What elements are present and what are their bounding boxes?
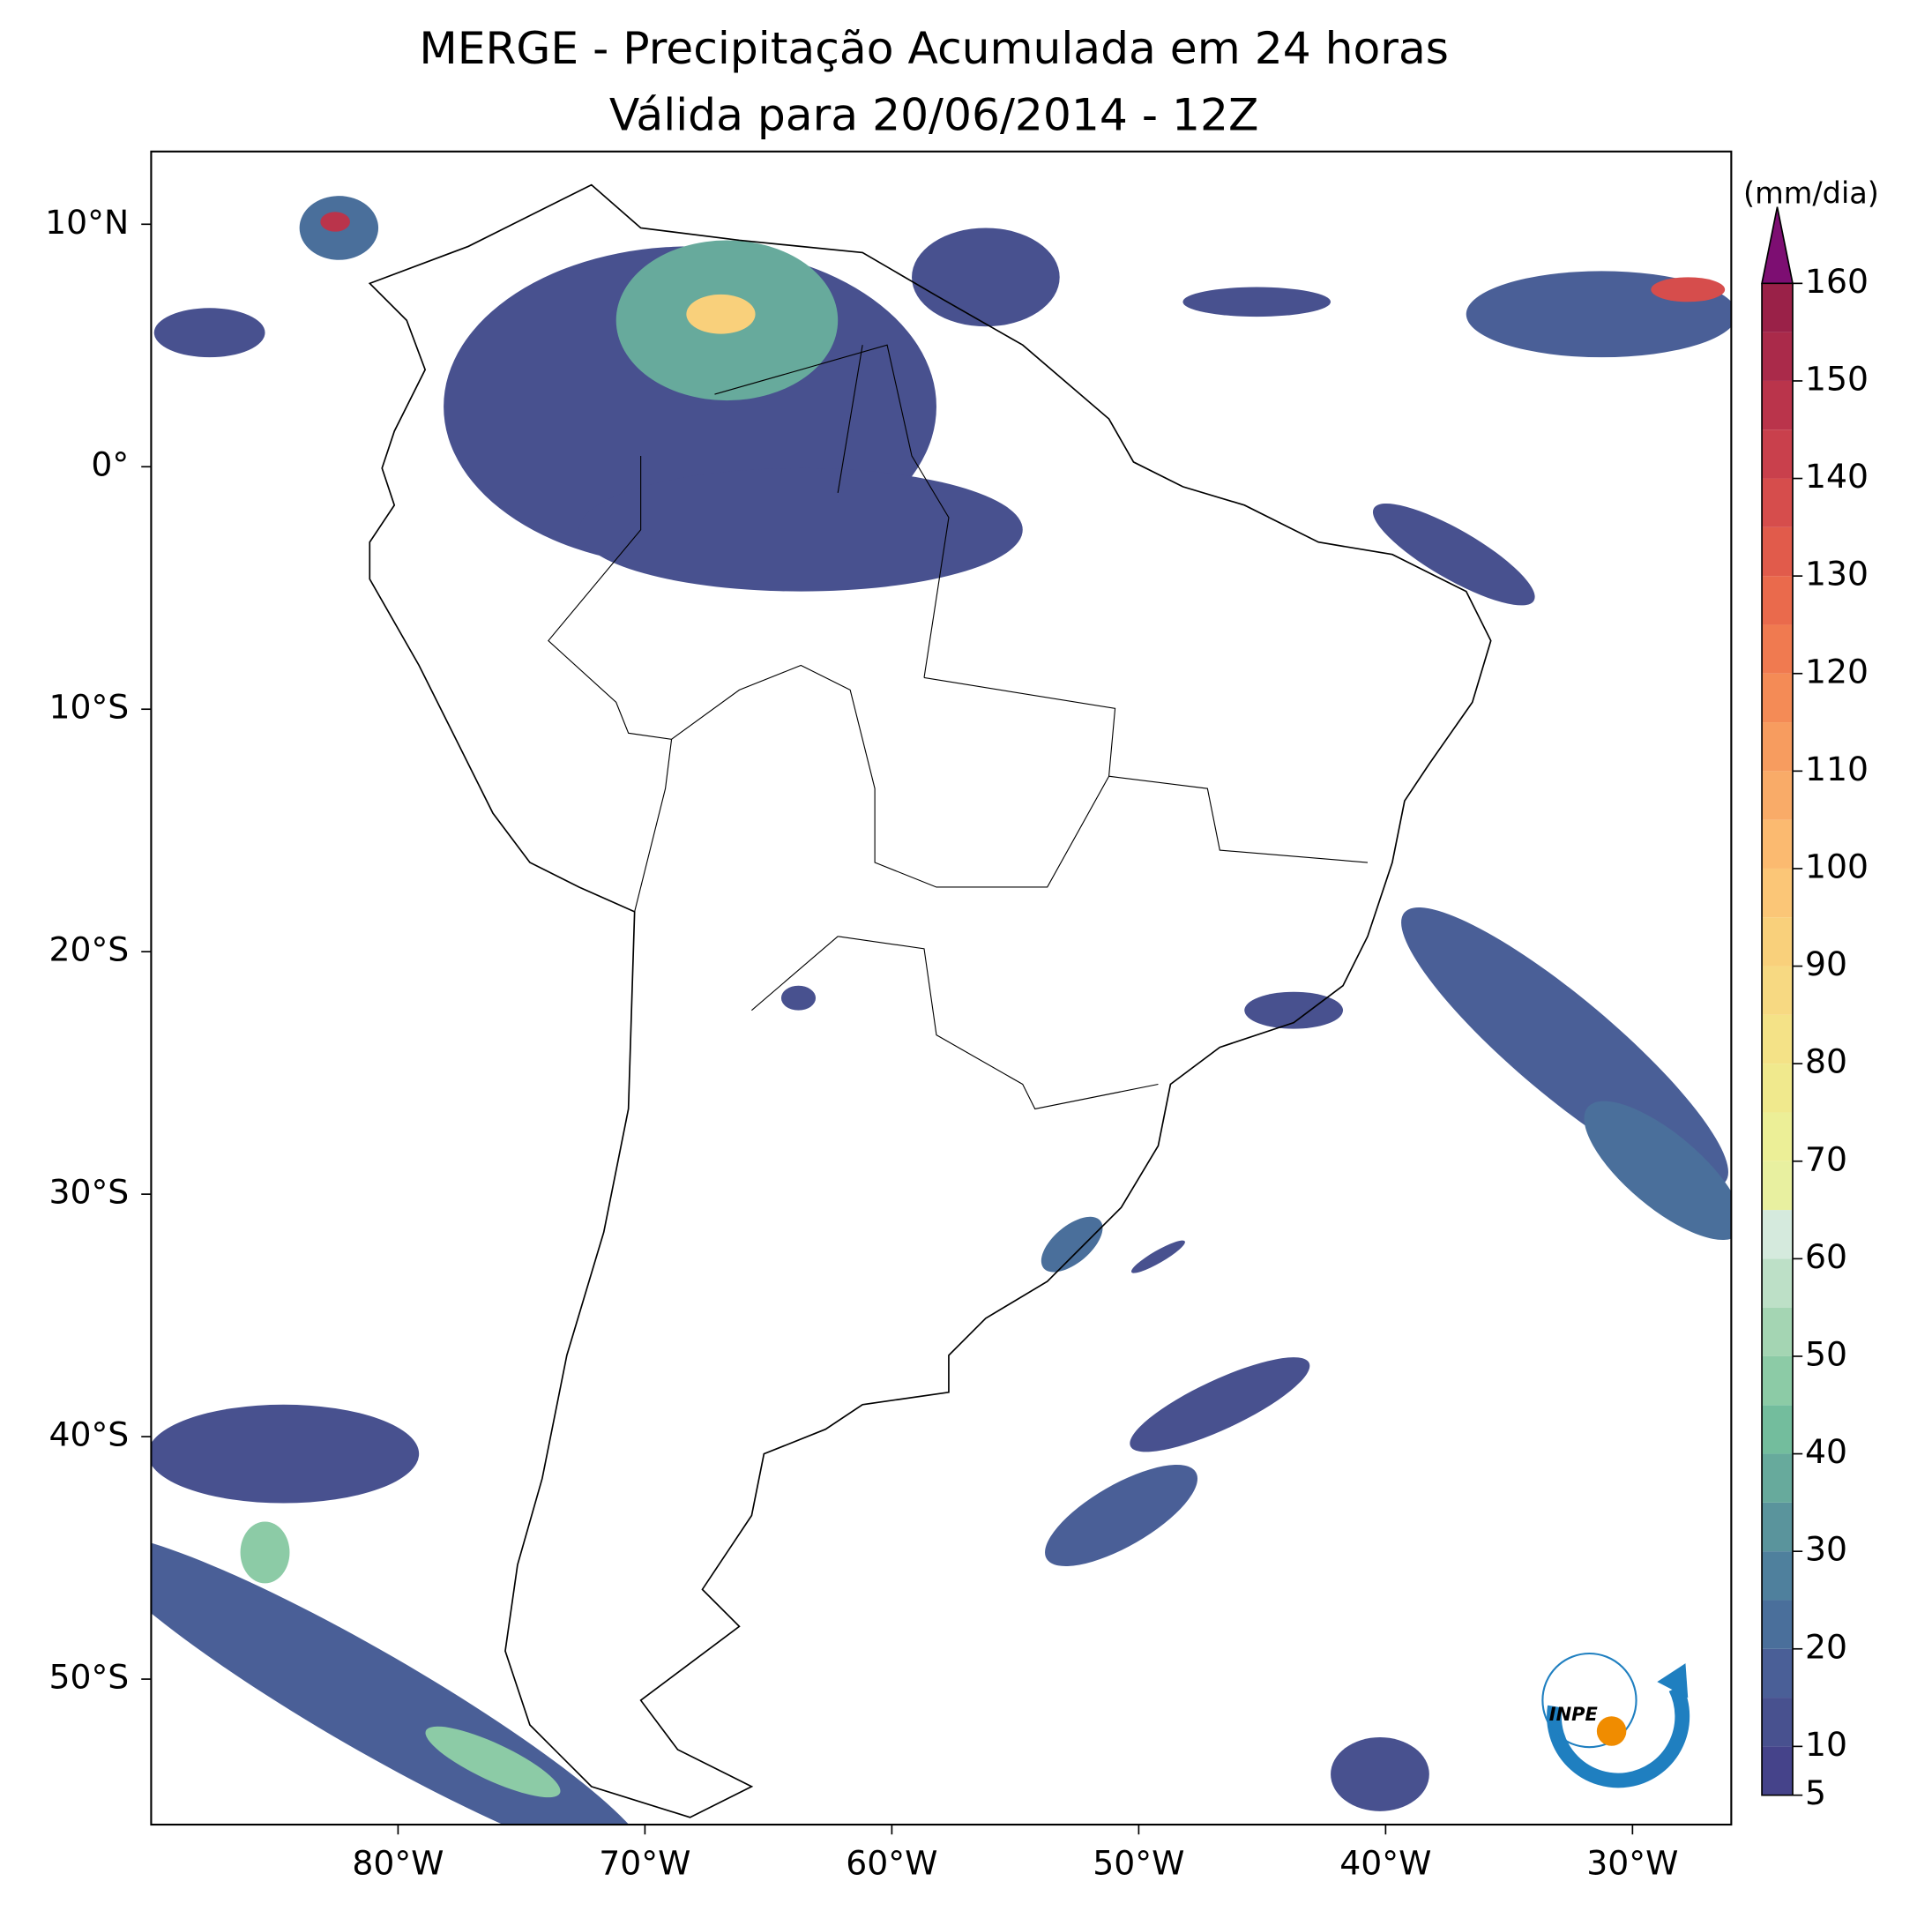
precip-area: [1045, 1465, 1198, 1567]
colorbar-band: [1762, 1502, 1793, 1552]
colorbar-band: [1762, 1355, 1793, 1406]
precip-area: [1182, 287, 1332, 317]
borders: [548, 344, 1369, 1110]
colorbar-band: [1762, 1258, 1793, 1308]
y-tick-label: 10°S: [48, 688, 129, 727]
colorbar-band: [1762, 819, 1793, 869]
precip-area: [1651, 277, 1726, 302]
logo-arrow: [1657, 1663, 1689, 1698]
colorbar-band: [1762, 1600, 1793, 1649]
logo-text: INPE: [1549, 1704, 1599, 1725]
x-tick-label: 80°W: [352, 1844, 444, 1883]
colorbar-tick-label: 90: [1805, 944, 1847, 983]
colorbar-band: [1762, 1746, 1793, 1795]
colorbar-band: [1762, 1453, 1793, 1503]
precip-area: [1041, 1216, 1103, 1273]
colorbar-band: [1762, 526, 1793, 577]
precip-area: [1244, 991, 1344, 1029]
x-tick-label: 60°W: [846, 1844, 937, 1883]
colorbar-label: (mm/dia): [1743, 175, 1879, 210]
precip-field: [151, 196, 1732, 1825]
colorbar-band: [1762, 1698, 1793, 1747]
colorbar-band: [1762, 771, 1793, 820]
colorbar-tick-label: 20: [1805, 1627, 1847, 1666]
precip-area: [320, 212, 350, 232]
precip-area: [578, 467, 1023, 592]
colorbar-band: [1762, 1210, 1793, 1259]
precip-area: [151, 1404, 420, 1504]
colorbar-tick-label: 10: [1805, 1725, 1847, 1764]
precip-area: [912, 228, 1060, 327]
colorbar-tick-label: 30: [1805, 1530, 1847, 1569]
colorbar-tick-label: 50: [1805, 1334, 1847, 1373]
y-tick-label: 50°S: [48, 1658, 129, 1697]
coastline: [368, 183, 1492, 1818]
precip-area: [425, 1726, 561, 1798]
colorbar-tick-label: 70: [1805, 1139, 1847, 1178]
colorbar-tick-label: 140: [1805, 457, 1869, 496]
colorbar-outline: [1761, 283, 1794, 1796]
colorbar-tick-label: 80: [1805, 1042, 1847, 1081]
colorbar-band: [1762, 868, 1793, 918]
colorbar-tick-label: 60: [1805, 1237, 1847, 1276]
colorbar-band: [1762, 1161, 1793, 1211]
x-tick-label: 40°W: [1339, 1844, 1431, 1883]
colorbar-band: [1762, 576, 1793, 625]
logo-swoosh: [1547, 1684, 1690, 1788]
precip-area: [1131, 1240, 1185, 1273]
precip-area: [780, 985, 817, 1011]
colorbar: 5 10 20 30 40 50 60 70 80 90 100 110 120 130 140 150 160: [1761, 206, 1869, 1812]
map-frame: [150, 150, 1733, 1826]
y-tick-label: 40°S: [48, 1415, 129, 1454]
x-tick-label: 70°W: [599, 1844, 690, 1883]
logo-ring: [1541, 1652, 1637, 1749]
precip-area: [240, 1521, 290, 1584]
x-tick-label: 30°W: [1586, 1844, 1678, 1883]
precip-area: [1372, 504, 1535, 606]
precip-area: [686, 294, 756, 334]
map-subtitle: Válida para 20/06/2014 - 12Z: [609, 89, 1259, 141]
colorbar-tick-label: 5: [1805, 1773, 1826, 1812]
colorbar-band: [1762, 332, 1793, 381]
colorbar-tick-label: 130: [1805, 555, 1869, 593]
colorbar-band: [1762, 624, 1793, 674]
colorbar-tick-label: 110: [1805, 750, 1869, 788]
y-tick-label: 0°: [91, 445, 129, 484]
y-tick-label: 20°S: [48, 930, 129, 969]
colorbar-band: [1762, 1648, 1793, 1698]
colorbar-band: [1762, 1307, 1793, 1356]
colorbar-tick-label: 160: [1805, 262, 1869, 301]
colorbar-tick-label: 100: [1805, 847, 1869, 885]
precip-area: [1331, 1737, 1429, 1811]
colorbar-tick-label: 40: [1805, 1432, 1847, 1471]
x-tick-label: 50°W: [1093, 1844, 1184, 1883]
precip-area: [151, 1534, 649, 1825]
colorbar-tick-label: 120: [1805, 652, 1869, 690]
colorbar-band: [1762, 429, 1793, 479]
colorbar-band: [1762, 917, 1793, 967]
y-tick-label: 10°N: [45, 203, 129, 242]
colorbar-band: [1762, 1014, 1793, 1064]
colorbar-band: [1762, 673, 1793, 723]
colorbar-band: [1762, 1551, 1793, 1601]
colorbar-band: [1762, 1405, 1793, 1454]
colorbar-band: [1762, 380, 1793, 430]
colorbar-extend: [1761, 206, 1794, 285]
colorbar-band: [1762, 966, 1793, 1015]
colorbar-band: [1762, 283, 1793, 332]
precip-area: [153, 308, 265, 358]
map-area: [151, 183, 1732, 1825]
map-title: MERGE - Precipitação Acumulada em 24 hor…: [419, 22, 1449, 74]
inpe-logo: INPE: [1541, 1652, 1690, 1788]
colorbar-band: [1762, 1064, 1793, 1113]
colorbar-band: [1762, 1112, 1793, 1161]
logo-dot: [1596, 1716, 1627, 1746]
colorbar-tick-label: 150: [1805, 359, 1869, 398]
precip-area: [1584, 1101, 1732, 1240]
colorbar-band: [1762, 478, 1793, 527]
y-tick-label: 30°S: [48, 1173, 129, 1212]
colorbar-band: [1762, 722, 1793, 772]
precip-area: [1130, 1357, 1310, 1452]
